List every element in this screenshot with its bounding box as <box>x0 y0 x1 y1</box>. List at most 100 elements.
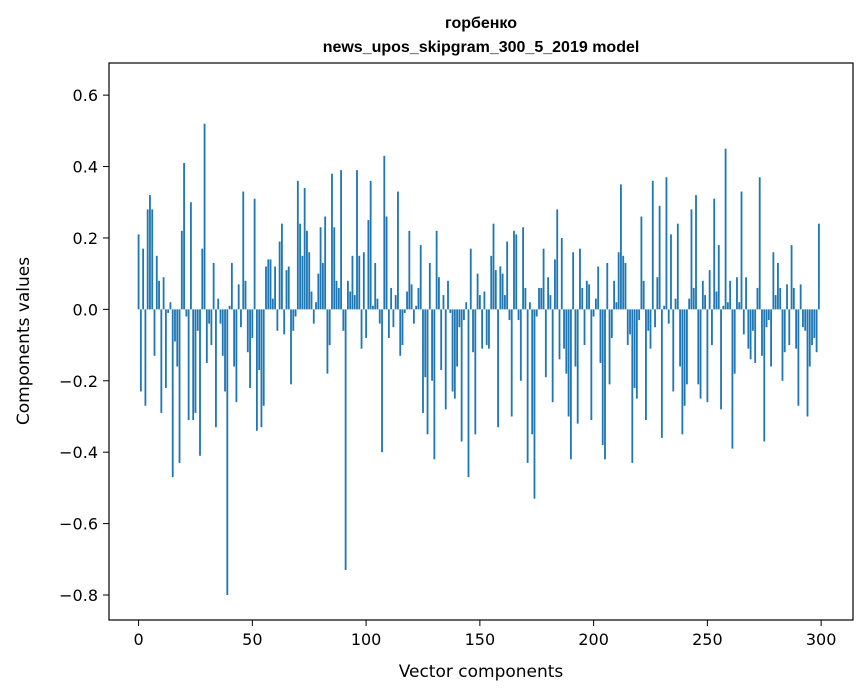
bar-12 <box>164 309 167 388</box>
bar-39 <box>226 309 229 596</box>
bar-144 <box>465 302 468 310</box>
bar-187 <box>563 309 565 349</box>
bar-7 <box>153 309 156 356</box>
bar-213 <box>622 255 625 310</box>
bar-71 <box>299 223 302 310</box>
bar-63 <box>281 223 283 310</box>
bar-261 <box>731 309 734 449</box>
bar-56 <box>265 266 267 310</box>
bar-106 <box>378 309 381 324</box>
bar-75 <box>308 252 311 310</box>
bar-138 <box>451 309 454 392</box>
bar-142 <box>460 309 463 442</box>
bar-119 <box>408 230 411 310</box>
bar-25 <box>194 309 197 413</box>
bar-211 <box>617 252 620 310</box>
bar-96 <box>356 170 358 310</box>
bar-245 <box>695 195 697 310</box>
x-tick-label: 50 <box>242 630 262 649</box>
bar-247 <box>699 309 702 399</box>
bar-149 <box>476 273 479 310</box>
bar-255 <box>717 245 720 310</box>
bar-298 <box>815 309 818 353</box>
x-tick-label: 250 <box>692 630 723 649</box>
bar-47 <box>244 280 247 310</box>
bar-129 <box>431 309 433 381</box>
bar-3 <box>144 309 147 406</box>
bar-288 <box>792 287 795 310</box>
bar-66 <box>287 266 290 310</box>
bar-15 <box>171 309 174 478</box>
bar-178 <box>542 248 545 310</box>
bar-121 <box>412 309 415 324</box>
bar-83 <box>326 309 329 374</box>
bar-10 <box>160 309 163 413</box>
bar-67 <box>290 309 292 385</box>
bar-131 <box>435 230 438 310</box>
bar-182 <box>551 309 554 403</box>
y-axis-label: Components values <box>14 257 34 425</box>
bar-256 <box>720 309 722 410</box>
bar-153 <box>485 309 488 346</box>
bar-62 <box>278 241 281 310</box>
bar-169 <box>522 227 524 310</box>
bar-239 <box>681 309 684 435</box>
bar-266 <box>742 309 745 335</box>
bar-221 <box>640 216 643 310</box>
bar-69 <box>294 309 297 317</box>
bar-207 <box>608 309 611 385</box>
bar-198 <box>588 284 590 310</box>
bar-244 <box>692 287 695 310</box>
bar-70 <box>296 180 299 310</box>
bar-172 <box>529 302 531 310</box>
bar-254 <box>715 291 718 310</box>
bar-209 <box>613 280 616 310</box>
bar-90 <box>342 309 345 331</box>
bar-85 <box>331 173 333 310</box>
x-tick-label: 300 <box>806 630 837 649</box>
bar-120 <box>410 284 413 310</box>
bar-273 <box>758 177 761 310</box>
bar-53 <box>258 309 261 371</box>
bar-199 <box>590 309 593 421</box>
bar-203 <box>599 309 602 363</box>
bar-177 <box>540 287 543 310</box>
bar-73 <box>303 187 306 310</box>
bar-170 <box>524 287 527 310</box>
bar-267 <box>745 277 747 310</box>
bar-230 <box>660 309 663 438</box>
bar-176 <box>538 287 540 310</box>
bar-105 <box>376 298 379 310</box>
bar-197 <box>585 280 588 310</box>
bar-259 <box>726 302 729 310</box>
bar-248 <box>701 280 704 310</box>
bar-210 <box>615 302 618 310</box>
bar-109 <box>385 216 388 310</box>
bar-280 <box>774 295 777 310</box>
bar-57 <box>267 259 270 310</box>
bar-147 <box>472 309 474 353</box>
bar-21 <box>185 309 188 317</box>
bar-30 <box>205 309 208 363</box>
bar-102 <box>369 180 372 310</box>
bar-238 <box>679 309 681 367</box>
bar-175 <box>535 309 538 317</box>
bar-154 <box>488 309 490 349</box>
bar-116 <box>401 309 404 346</box>
bar-158 <box>497 309 499 428</box>
bar-193 <box>576 309 579 424</box>
bar-253 <box>713 198 716 310</box>
bar-263 <box>736 277 738 310</box>
bar-108 <box>383 155 386 310</box>
bar-218 <box>633 309 636 388</box>
bar-33 <box>212 262 215 310</box>
bar-204 <box>601 309 604 446</box>
bar-219 <box>635 309 638 399</box>
bar-88 <box>337 287 340 310</box>
bar-18 <box>178 309 181 463</box>
bar-294 <box>806 309 809 417</box>
bar-24 <box>192 309 195 421</box>
bar-252 <box>711 309 713 346</box>
x-axis-label: Vector components <box>399 662 564 682</box>
bar-201 <box>594 298 597 310</box>
